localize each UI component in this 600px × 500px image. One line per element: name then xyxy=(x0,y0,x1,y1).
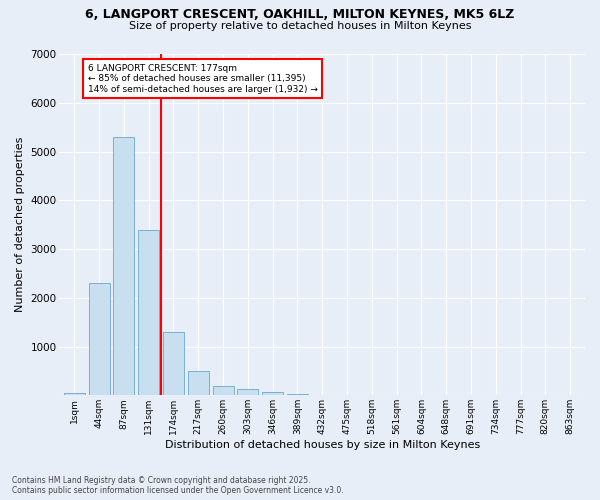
Y-axis label: Number of detached properties: Number of detached properties xyxy=(15,137,25,312)
Bar xyxy=(113,137,134,396)
X-axis label: Distribution of detached houses by size in Milton Keynes: Distribution of detached houses by size … xyxy=(164,440,480,450)
Text: Contains HM Land Registry data © Crown copyright and database right 2025.
Contai: Contains HM Land Registry data © Crown c… xyxy=(12,476,344,495)
Bar xyxy=(262,392,283,396)
Bar xyxy=(212,386,233,396)
Bar xyxy=(89,283,110,396)
Text: Size of property relative to detached houses in Milton Keynes: Size of property relative to detached ho… xyxy=(129,21,471,31)
Text: 6 LANGPORT CRESCENT: 177sqm
← 85% of detached houses are smaller (11,395)
14% of: 6 LANGPORT CRESCENT: 177sqm ← 85% of det… xyxy=(88,64,318,94)
Text: 6, LANGPORT CRESCENT, OAKHILL, MILTON KEYNES, MK5 6LZ: 6, LANGPORT CRESCENT, OAKHILL, MILTON KE… xyxy=(85,8,515,20)
Bar xyxy=(188,371,209,396)
Bar xyxy=(163,332,184,396)
Bar xyxy=(238,390,259,396)
Bar xyxy=(138,230,159,396)
Bar xyxy=(287,394,308,396)
Bar xyxy=(64,393,85,396)
